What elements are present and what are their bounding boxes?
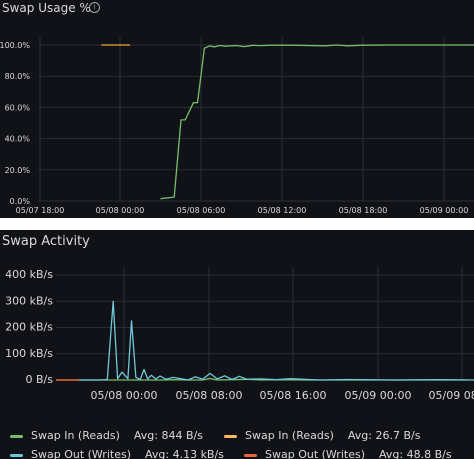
legend-series-name: Swap In (Reads) xyxy=(31,429,120,442)
swap-usage-chart: 0.0% 20.0% 40.0% 60.0% 80.0% 100.0% 05/07 18:0… xyxy=(0,37,474,215)
swap-usage-y-tick-label: 100.0% xyxy=(0,41,30,50)
swap-usage-y-tick-label: 60.0% xyxy=(5,103,31,112)
swap-usage-y-tick-label: 20.0% xyxy=(5,166,31,175)
swap-usage-title[interactable]: Swap Usage % xyxy=(2,1,91,15)
swap-usage-x-tick-label: 05/08 18:00 xyxy=(339,206,388,215)
swap-activity-y-tick-label: 400 kB/s xyxy=(5,268,53,281)
legend-avg: Avg: 4.13 kB/s xyxy=(145,448,224,459)
legend-item-swap-out-writes-2[interactable]: Swap Out (Writes) Avg: 48.8 B/s xyxy=(244,448,452,459)
swap-activity-panel: 0 B/s 100 kB/s 200 kB/s 300 kB/s 400 kB/s 05/… xyxy=(0,230,474,459)
swap-usage-y-tick-label: 0.0% xyxy=(10,197,31,206)
legend-item-swap-in-reads-2[interactable]: Swap In (Reads) Avg: 26.7 B/s xyxy=(224,429,420,442)
swap-usage-x-tick-label: 05/08 12:00 xyxy=(258,206,307,215)
swap-usage-x-tick-label: 05/07 18:00 xyxy=(16,206,65,215)
swap-usage-y-tick-label: 80.0% xyxy=(5,72,31,81)
legend-swatch xyxy=(244,453,257,457)
swap-activity-title[interactable]: Swap Activity xyxy=(2,234,90,249)
legend-swatch xyxy=(224,434,237,438)
swap-usage-panel: 0.0% 20.0% 40.0% 60.0% 80.0% 100.0% 05/07 18:0… xyxy=(0,0,474,218)
swap-usage-y-tick-label: 40.0% xyxy=(5,135,31,144)
swap-activity-y-tick-label: 300 kB/s xyxy=(5,294,53,307)
legend-avg: Avg: 26.7 B/s xyxy=(347,429,421,442)
legend-avg: Avg: 844 B/s xyxy=(133,429,203,442)
swap-usage-x-tick-label: 05/08 00:00 xyxy=(96,206,145,215)
legend-series-name: Swap Out (Writes) xyxy=(265,448,365,459)
swap-usage-x-tick-label: 05/09 00:00 xyxy=(420,206,469,215)
legend-swatch xyxy=(10,453,23,457)
swap-activity-x-tick-label: 05/08 08:00 xyxy=(176,389,243,402)
legend-swatch xyxy=(10,434,23,438)
swap-activity-x-tick-label: 05/09 08:00 xyxy=(429,389,474,402)
swap-activity-y-tick-label: 200 kB/s xyxy=(5,321,53,334)
swap-usage-series-line-1[interactable] xyxy=(160,44,474,200)
legend-avg: Avg: 48.8 B/s xyxy=(379,448,452,459)
swap-activity-x-tick-label: 05/08 00:00 xyxy=(91,389,158,402)
swap-usage-x-tick-label: 05/08 06:00 xyxy=(177,206,226,215)
swap-activity-y-tick-label: 0 B/s xyxy=(26,373,54,386)
swap-activity-series-line-2[interactable] xyxy=(78,300,474,381)
swap-activity-x-tick-label: 05/09 00:00 xyxy=(345,389,412,402)
legend-series-name: Swap Out (Writes) xyxy=(31,448,131,459)
swap-activity-y-tick-label: 100 kB/s xyxy=(5,347,53,360)
swap-activity-x-tick-label: 05/08 16:00 xyxy=(260,389,327,402)
info-icon[interactable]: i xyxy=(89,2,100,13)
legend-item-swap-out-writes-1[interactable]: Swap Out (Writes) Avg: 4.13 kB/s xyxy=(10,448,224,459)
legend-item-swap-in-reads-1[interactable]: Swap In (Reads) Avg: 844 B/s xyxy=(10,429,203,442)
legend-series-name: Swap In (Reads) xyxy=(245,429,334,442)
swap-activity-chart: 0 B/s 100 kB/s 200 kB/s 300 kB/s 400 kB/s 05/… xyxy=(5,267,474,402)
legend: Swap In (Reads) Avg: 844 B/s Swap In (Rea… xyxy=(0,426,474,459)
